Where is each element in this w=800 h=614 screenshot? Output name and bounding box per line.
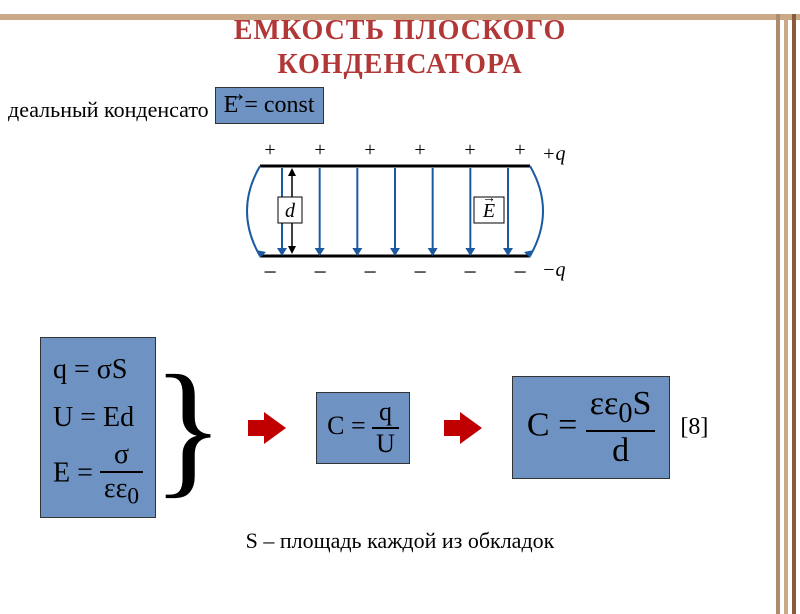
derivation-row: q = σS U = Ed E = σ εε0 } C = q U: [40, 337, 800, 518]
eq-e-den: εε0: [100, 473, 143, 509]
eq-u-rhs: Ed: [103, 402, 134, 433]
eq-sign: =: [74, 354, 90, 385]
eq-sign: =: [351, 411, 366, 440]
eq-u-lhs: U: [53, 402, 73, 433]
ideal-E: E→: [224, 92, 239, 118]
left-equations-box: q = σS U = Ed E = σ εε0: [40, 337, 156, 518]
c-def-den: U: [372, 429, 399, 457]
svg-text:−: −: [513, 260, 527, 286]
svg-text:−: −: [263, 260, 277, 286]
c-final-num: εε0S: [586, 387, 656, 432]
svg-text:−: −: [363, 260, 377, 286]
c-def-num: q: [372, 399, 399, 429]
svg-text:→: →: [482, 191, 496, 206]
eq-sign: =: [77, 458, 93, 489]
border-bar: [792, 14, 796, 614]
c-final-lhs: C: [527, 407, 550, 444]
svg-text:−: −: [313, 260, 327, 286]
eq-e-num: σ: [100, 441, 143, 473]
c-final-den: d: [586, 432, 656, 468]
svg-text:+: +: [514, 139, 525, 161]
svg-text:+: +: [314, 139, 325, 161]
title-line2: КОНДЕНСАТОРА: [277, 49, 522, 80]
svg-text:+: +: [414, 139, 425, 161]
svg-text:+: +: [464, 139, 475, 161]
ideal-formula-box: E→ = const: [215, 87, 324, 124]
c-final-eps: εε: [590, 385, 619, 422]
svg-text:+: +: [264, 139, 275, 161]
eq-q-rhs: σS: [97, 354, 128, 385]
border-bar: [776, 14, 780, 614]
brace-icon: }: [152, 368, 224, 488]
footer-caption: S – площадь каждой из обкладок: [0, 528, 800, 554]
c-final-box: C = εε0S d: [512, 376, 671, 479]
eq-e-frac: σ εε0: [100, 441, 143, 509]
c-definition-box: C = q U: [316, 392, 410, 464]
capacitor-diagram: ++++++−−−−−−dE→+q−q: [210, 132, 590, 297]
eq-e-lhs: E: [53, 458, 70, 489]
arrow-icon: [460, 412, 482, 444]
border-bar: [784, 14, 788, 614]
svg-text:d: d: [285, 200, 296, 222]
slide-title: ЕМКОСТЬ ПЛОСКОГО КОНДЕНСАТОРА: [0, 14, 800, 81]
svg-text:−: −: [463, 260, 477, 286]
border-top: [0, 14, 800, 20]
eq-u: U = Ed: [53, 394, 143, 442]
ideal-const: const: [264, 92, 315, 118]
svg-text:−: −: [413, 260, 427, 286]
eq-sign: =: [558, 407, 577, 444]
c-def-frac: q U: [372, 399, 399, 457]
svg-text:−q: −q: [542, 259, 566, 281]
c-final-frac: εε0S d: [586, 387, 656, 468]
subtitle-text: деальный конденсато: [8, 97, 209, 123]
eq-sign: =: [80, 402, 96, 433]
eq-e: E = σ εε0: [53, 441, 143, 509]
svg-text:+q: +q: [542, 143, 566, 165]
equation-ref: [8]: [680, 414, 708, 441]
eq-e-den-txt: εε: [104, 473, 128, 504]
eq-q-lhs: q: [53, 354, 67, 385]
c-final-S: S: [633, 385, 652, 422]
eq-e-den-sub: 0: [127, 484, 139, 510]
border-right: [776, 14, 800, 614]
eq-q: q = σS: [53, 346, 143, 394]
c-def-lhs: C: [327, 411, 344, 440]
c-final-sub: 0: [618, 398, 632, 429]
arrow-icon: [264, 412, 286, 444]
svg-text:+: +: [364, 139, 375, 161]
